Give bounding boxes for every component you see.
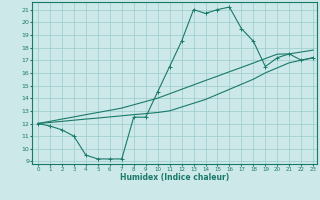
X-axis label: Humidex (Indice chaleur): Humidex (Indice chaleur): [120, 173, 229, 182]
